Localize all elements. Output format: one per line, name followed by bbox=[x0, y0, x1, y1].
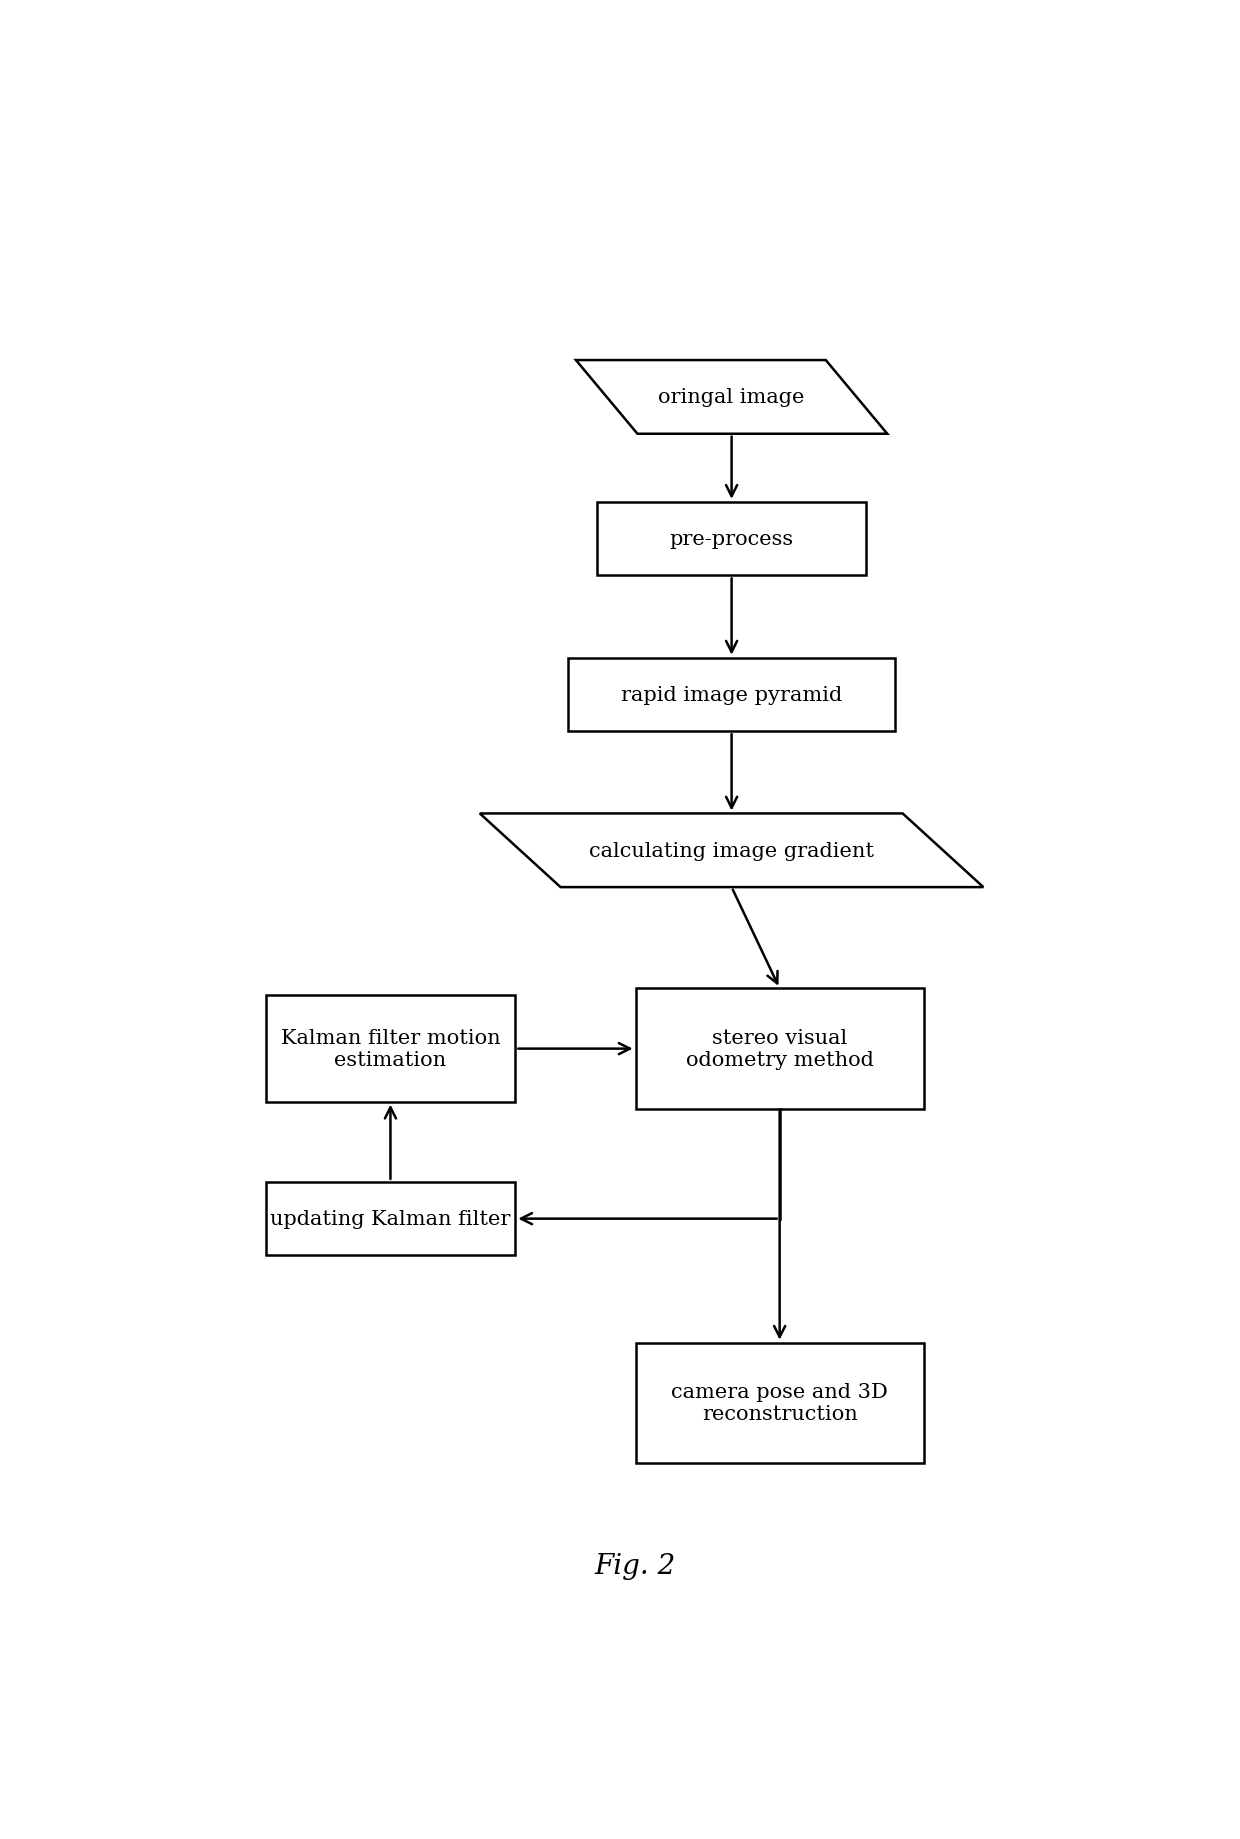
Bar bbox=[596, 502, 866, 576]
Text: oringal image: oringal image bbox=[658, 388, 805, 406]
Text: pre-process: pre-process bbox=[670, 530, 794, 548]
Polygon shape bbox=[575, 360, 888, 434]
Text: Kalman filter motion
estimation: Kalman filter motion estimation bbox=[280, 1028, 500, 1070]
Polygon shape bbox=[480, 815, 983, 888]
Text: updating Kalman filter: updating Kalman filter bbox=[270, 1210, 511, 1228]
Bar bbox=[568, 658, 895, 732]
Bar bbox=[265, 997, 516, 1102]
Bar bbox=[265, 1182, 516, 1256]
Text: stereo visual
odometry method: stereo visual odometry method bbox=[686, 1028, 874, 1070]
Text: camera pose and 3D
reconstruction: camera pose and 3D reconstruction bbox=[671, 1383, 888, 1423]
Text: calculating image gradient: calculating image gradient bbox=[589, 840, 874, 861]
Text: Fig. 2: Fig. 2 bbox=[595, 1552, 676, 1580]
Bar bbox=[635, 989, 924, 1109]
Text: rapid image pyramid: rapid image pyramid bbox=[621, 686, 842, 704]
Bar bbox=[635, 1342, 924, 1464]
